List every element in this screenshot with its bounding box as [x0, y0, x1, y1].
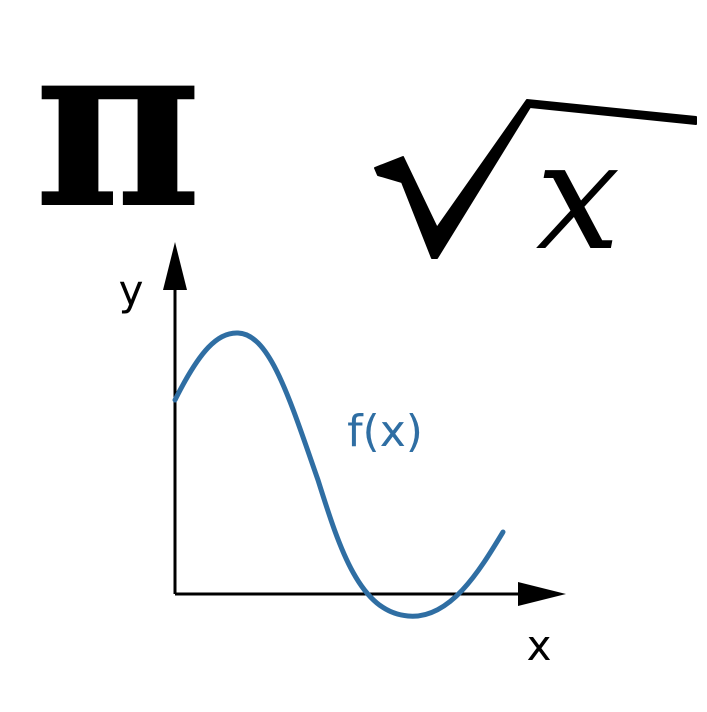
radicand-x: x — [536, 110, 621, 284]
y-axis — [163, 242, 187, 594]
y-axis-arrowhead — [163, 242, 187, 290]
function-label: f(x) — [347, 406, 423, 457]
radical-sign — [374, 99, 697, 259]
x-axis-label: x — [527, 621, 552, 670]
square-root-icon — [374, 99, 697, 259]
x-axis-arrowhead — [518, 582, 566, 606]
pi-symbol-icon: π — [34, 0, 202, 260]
x-axis — [175, 582, 566, 606]
function-curve — [172, 330, 506, 619]
y-axis-label: y — [119, 266, 144, 315]
